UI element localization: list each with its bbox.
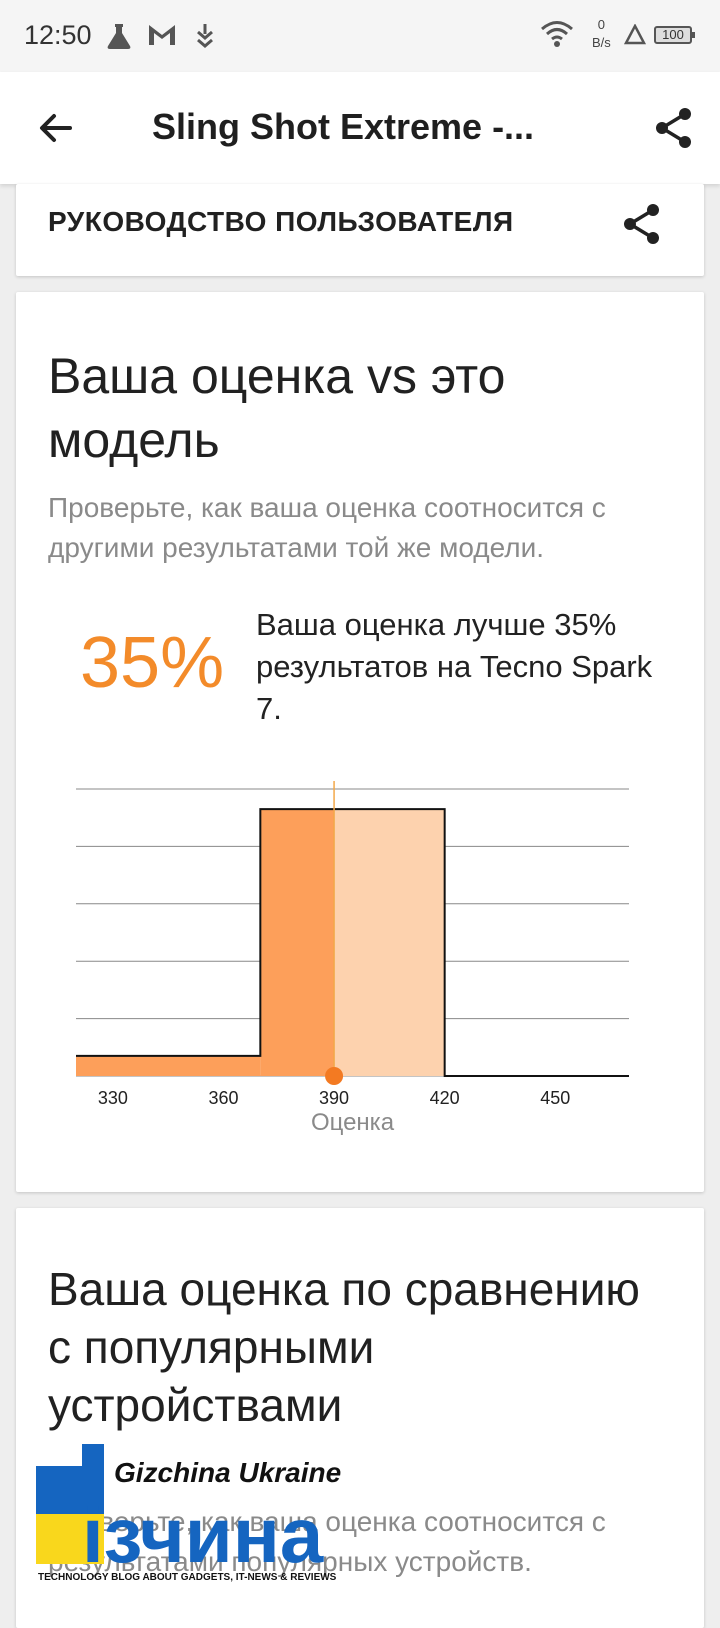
status-bar: 12:50 0 B/s 100	[0, 0, 720, 72]
histogram-bar	[334, 809, 445, 1076]
model-compare-title: Ваша оценка vs это модель	[48, 348, 506, 468]
speed-value: 0	[597, 17, 606, 32]
watermark-brand: Gizchina Ukraine	[114, 1457, 341, 1488]
gizchina-watermark: Gizchina Ukraine ізчина TECHNOLOGY BLOG …	[36, 1444, 341, 1583]
x-tick-label: 390	[319, 1088, 349, 1108]
user-guide-label: РУКОВОДСТВО ПОЛЬЗОВАТЕЛЯ	[48, 206, 514, 237]
user-guide-card[interactable]: РУКОВОДСТВО ПОЛЬЗОВАТЕЛЯ	[16, 184, 704, 276]
x-tick-label: 450	[540, 1088, 570, 1108]
x-tick-label: 330	[98, 1088, 128, 1108]
x-axis-label: Оценка	[311, 1109, 395, 1136]
flask-icon	[107, 24, 131, 49]
share-icon[interactable]	[652, 106, 696, 150]
gmail-icon	[149, 25, 175, 45]
popular-compare-card: Ваша оценка по сравнению с популярными у…	[16, 1208, 704, 1628]
percentile-value: 35%	[80, 623, 225, 703]
arrow-back-icon[interactable]	[36, 108, 76, 148]
share-icon[interactable]	[620, 202, 664, 246]
network-speed: 0 B/s	[592, 16, 611, 52]
app-bar: Sling Shot Extreme -...	[0, 72, 720, 184]
model-compare-subtitle: Проверьте, как ваша оценка соотносится с…	[48, 492, 606, 563]
histogram-outline	[76, 808, 629, 1077]
x-tick-label: 420	[430, 1088, 460, 1108]
percentile-description: Ваша оценка лучше 35% результатов на Tec…	[256, 607, 653, 726]
battery-icon: 100	[654, 26, 695, 44]
page-title: Sling Shot Extreme -...	[152, 106, 535, 147]
score-marker-dot	[325, 1067, 344, 1085]
status-time: 12:50	[24, 20, 92, 50]
histogram-bar	[260, 809, 335, 1076]
watermark-tagline: TECHNOLOGY BLOG ABOUT GADGETS, IT-NEWS &…	[38, 1572, 337, 1583]
speed-unit: B/s	[592, 35, 611, 50]
download-icon	[197, 24, 213, 48]
popular-compare-title: Ваша оценка по сравнению с популярными у…	[48, 1263, 640, 1431]
score-histogram: 330 360 390 420 450 Оценка	[76, 781, 629, 1136]
wifi-icon	[541, 21, 573, 47]
histogram-bar	[76, 1055, 261, 1076]
popular-compare-subtitle: Проверьте, как ваша оценка соотносится с…	[48, 1506, 606, 1577]
alert-icon	[624, 24, 646, 45]
x-tick-label: 360	[208, 1088, 238, 1108]
model-compare-card: Ваша оценка vs это модель Проверьте, как…	[16, 292, 704, 1192]
watermark-logo: ізчина	[82, 1491, 324, 1579]
